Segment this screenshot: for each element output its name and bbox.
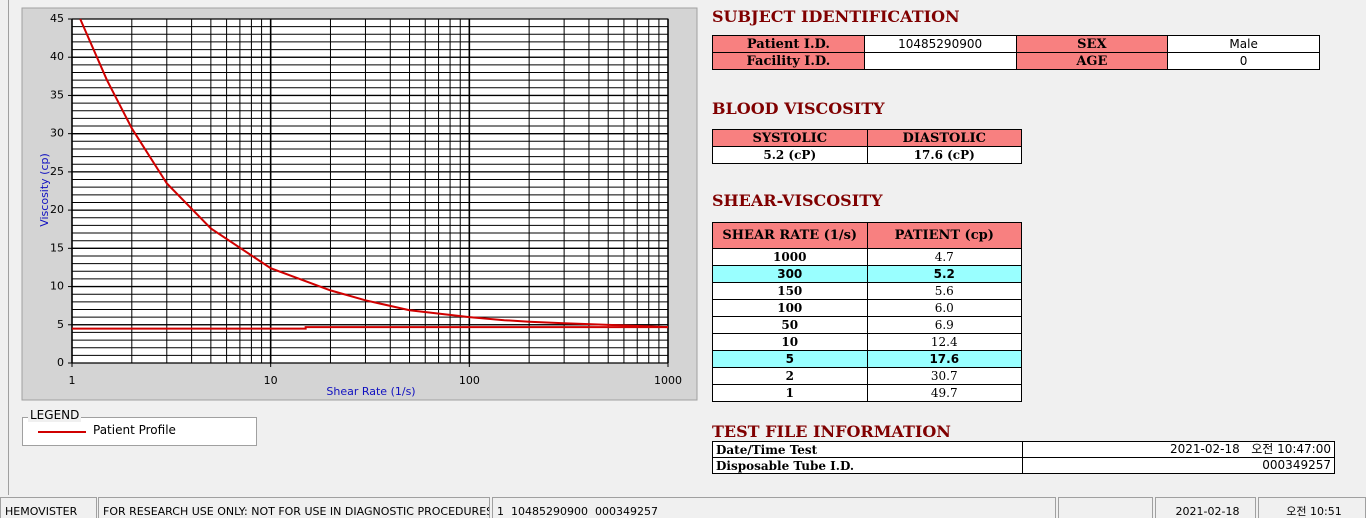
chart: Shear Rate (1/s) Viscosity (cp) 0 5 10 15 20… (21, 7, 698, 401)
test-file-table: Date/Time Test 2021-02-18 오전 10:47:00 Dis… (712, 441, 1335, 474)
subject-table: Patient I.D. 10485290900 SEX Male Facility … (712, 35, 1320, 70)
y-tick-label: 10 (50, 280, 64, 293)
status-cell (1058, 497, 1153, 518)
y-tick-label: 30 (50, 127, 64, 140)
status-cell: 2021-02-18 (1155, 497, 1256, 518)
section-title: BLOOD VISCOSITY (712, 99, 885, 118)
x-tick-label: 10 (264, 374, 278, 387)
plot-border (71, 18, 669, 364)
value: 0 (1167, 52, 1320, 70)
shear-rate: 150 (712, 282, 868, 300)
shear-row: 1000 4.7 (712, 248, 1022, 266)
y-tick-label: 0 (57, 356, 64, 369)
y-tick-label: 35 (50, 88, 64, 101)
shear-row: 1 49.7 (712, 384, 1022, 402)
header: SHEAR RATE (1/s) (712, 222, 868, 249)
shear-row: 100 6.0 (712, 299, 1022, 317)
label: Patient I.D. (712, 35, 865, 53)
patient-value: 30.7 (866, 367, 1022, 385)
section-title: SHEAR-VISCOSITY (712, 191, 883, 210)
y-tick-label: 15 (50, 241, 64, 254)
x-tick-label: 100 (459, 374, 480, 387)
status-cell: FOR RESEARCH USE ONLY: NOT FOR USE IN DI… (98, 497, 490, 518)
status-cell: 오전 10:51 (1258, 497, 1366, 518)
y-tick-label: 20 (50, 203, 64, 216)
x-tick-label: 1 (69, 374, 76, 387)
shear-rate: 2 (712, 367, 868, 385)
patient-value: 12.4 (866, 333, 1022, 351)
patient-value: 5.6 (866, 282, 1022, 300)
shear-rate: 1000 (712, 248, 868, 266)
shear-row: 300 5.2 (712, 265, 1022, 283)
x-tick-label: 1000 (654, 374, 682, 387)
patient-value: 17.6 (866, 350, 1022, 368)
legend-label: Patient Profile (93, 423, 176, 437)
legend: Patient Profile (22, 417, 257, 446)
x-axis-label: Shear Rate (1/s) (326, 385, 415, 398)
patient-value: 6.9 (866, 316, 1022, 334)
status-cell: HEMOVISTER (0, 497, 97, 518)
y-tick-label: 45 (50, 12, 64, 25)
section-title: SUBJECT IDENTIFICATION (712, 7, 960, 26)
patient-value: 5.2 (866, 265, 1022, 283)
patient-value: 49.7 (866, 384, 1022, 402)
data-line (79, 18, 669, 329)
label: Date/Time Test (712, 441, 1023, 458)
header: SYSTOLIC (712, 129, 868, 147)
shear-row: 50 6.9 (712, 316, 1022, 334)
shear-rate: 300 (712, 265, 868, 283)
value: 2021-02-18 오전 10:47:00 (1022, 441, 1335, 458)
y-axis-label: Viscosity (cp) (38, 153, 51, 227)
status-cell: 1 10485290900 000349257 (492, 497, 1056, 518)
label: Facility I.D. (712, 52, 865, 70)
shear-row: 10 12.4 (712, 333, 1022, 351)
blood-table: SYSTOLIC DIASTOLIC 5.2 (cP) 17.6 (cP) (712, 129, 1022, 164)
y-tick-label: 25 (50, 165, 64, 178)
shear-rate: 5 (712, 350, 868, 368)
plot-area (72, 19, 668, 363)
value: 17.6 (cP) (866, 146, 1022, 164)
value (863, 52, 1017, 70)
y-tick-label: 40 (50, 50, 64, 63)
data-line (72, 326, 668, 330)
value: 5.2 (cP) (712, 146, 868, 164)
value: 10485290900 (863, 35, 1017, 53)
shear-table: SHEAR RATE (1/s) PATIENT (cp) 1000 4.7 300 5… (712, 222, 1022, 402)
value: Male (1167, 35, 1320, 53)
legend-line (38, 431, 86, 433)
shear-row: 2 30.7 (712, 367, 1022, 385)
shear-rate: 100 (712, 299, 868, 317)
shear-rate: 50 (712, 316, 868, 334)
shear-row: 150 5.6 (712, 282, 1022, 300)
shear-rate: 1 (712, 384, 868, 402)
patient-value: 4.7 (866, 248, 1022, 266)
label: AGE (1015, 52, 1169, 70)
value: 000349257 (1022, 457, 1335, 474)
y-tick-label: 5 (57, 318, 64, 331)
divider (8, 0, 9, 495)
section-title: TEST FILE INFORMATION (712, 422, 951, 441)
header: PATIENT (cp) (866, 222, 1022, 249)
shear-rate: 10 (712, 333, 868, 351)
label: SEX (1015, 35, 1169, 53)
shear-row: 5 17.6 (712, 350, 1022, 368)
legend-title: LEGEND (28, 408, 82, 422)
label: Disposable Tube I.D. (712, 457, 1023, 474)
header: DIASTOLIC (866, 129, 1022, 147)
patient-value: 6.0 (866, 299, 1022, 317)
